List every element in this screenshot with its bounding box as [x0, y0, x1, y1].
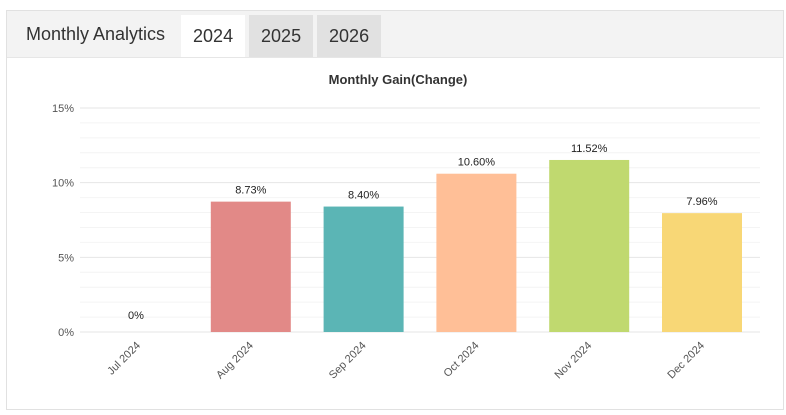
- bar[interactable]: [549, 159, 630, 332]
- y-tick-label: 5%: [58, 252, 74, 264]
- y-tick-label: 10%: [52, 178, 74, 190]
- panel-header: Monthly Analytics 2024 2025 2026: [7, 11, 783, 58]
- x-axis: Jul 2024 Aug 2024 Sep 2024 Oct 2024 Nov 2024…: [105, 340, 707, 382]
- y-tick-label: 15%: [52, 103, 74, 115]
- bar[interactable]: [436, 173, 517, 332]
- chart-grid: [80, 107, 760, 333]
- y-axis: 0% 5% 10% 15%: [52, 103, 74, 339]
- bar-data-label: 10.60%: [458, 157, 496, 169]
- tab-2026[interactable]: 2026: [317, 15, 382, 57]
- year-tabs: 2024 2025 2026: [181, 15, 385, 57]
- bars-group: [210, 159, 742, 332]
- x-tick-label: Jul 2024: [105, 340, 143, 378]
- bar-data-label: 7.96%: [686, 196, 717, 208]
- panel-title: Monthly Analytics: [26, 24, 166, 44]
- chart-title: Monthly Gain(Change): [329, 72, 468, 87]
- bar[interactable]: [662, 213, 742, 332]
- y-tick-label: 0%: [58, 327, 74, 339]
- data-labels-group: 0% 8.73% 8.40% 10.60% 11.52% 7.96%: [128, 143, 718, 322]
- bar-data-label: 8.40%: [348, 190, 379, 202]
- tab-2025[interactable]: 2025: [249, 15, 314, 57]
- bar-data-label: 11.52%: [571, 143, 608, 155]
- x-tick-label: Nov 2024: [553, 340, 595, 382]
- bar-data-label: 8.73%: [235, 185, 266, 197]
- x-tick-label: Sep 2024: [327, 340, 369, 382]
- bar[interactable]: [210, 201, 291, 332]
- analytics-panel: Monthly Analytics 2024 2025 2026: [6, 10, 784, 410]
- x-tick-label: Dec 2024: [665, 340, 707, 382]
- bar[interactable]: [323, 206, 404, 332]
- bar-data-label: 0%: [128, 310, 144, 322]
- tab-2024[interactable]: 2024: [181, 15, 246, 57]
- x-tick-label: Oct 2024: [441, 340, 481, 380]
- x-tick-label: Aug 2024: [214, 340, 256, 382]
